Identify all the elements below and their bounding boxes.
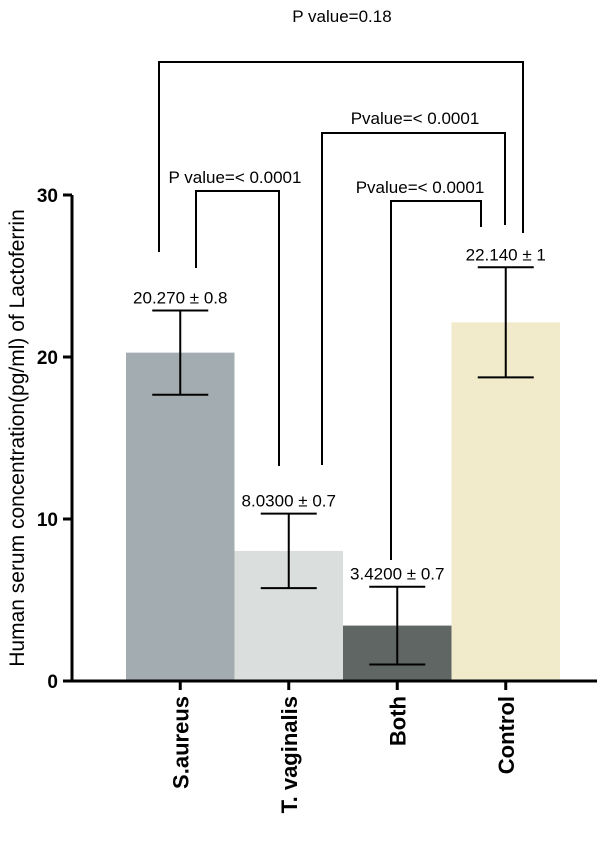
y-tick-label-0: 0: [47, 672, 58, 693]
x-tick-label-s-aureus: S.aureus: [168, 696, 193, 789]
pvalue-tvaginalis-control: Pvalue=< 0.0001: [351, 109, 480, 128]
y-axis-label: Human serum concentration(pg/ml) of Lact…: [6, 209, 29, 667]
bracket-line-tvaginalis-control: [321, 132, 506, 465]
bracket-both-control: Pvalue=< 0.0001: [356, 178, 485, 560]
error-bars-group: [152, 266, 534, 666]
bars-group: [126, 322, 560, 681]
data-label-control: 22.140 ± 1: [466, 245, 546, 264]
bracket-line-both-control: [390, 200, 482, 560]
x-tick-label-t-vaginalis: T. vaginalis: [277, 696, 302, 813]
data-label-both: 3.4200 ± 0.7: [350, 565, 444, 584]
x-tick-label-both: Both: [385, 696, 410, 746]
category-labels-group: S.aureus T. vaginalis Both Control: [168, 696, 519, 813]
bracket-saureus-tvaginalis: P value=< 0.0001: [169, 168, 302, 466]
bar-s-aureus: [126, 352, 235, 681]
bracket-line-saureus-tvaginalis: [195, 190, 280, 466]
bracket-saureus-control: P value=0.18: [158, 7, 524, 252]
x-ticks-group: [178, 681, 508, 690]
x-tick-label-control: Control: [494, 696, 519, 774]
y-axis: 0 10 20 30: [37, 186, 74, 693]
data-labels-group: 20.270 ± 0.8 8.0300 ± 0.7 3.4200 ± 0.7 22.1…: [133, 245, 546, 583]
pvalue-both-control: Pvalue=< 0.0001: [356, 178, 485, 197]
error-bar-control: [477, 266, 534, 379]
error-bar-s-aureus: [152, 309, 209, 396]
data-label-t-vaginalis: 8.0300 ± 0.7: [242, 492, 336, 511]
pvalue-saureus-tvaginalis: P value=< 0.0001: [169, 168, 302, 187]
y-tick-label-20: 20: [37, 348, 58, 369]
bracket-tvaginalis-control: Pvalue=< 0.0001: [321, 109, 506, 465]
pvalue-saureus-control: P value=0.18: [292, 7, 391, 26]
significance-brackets: P value=0.18 Pvalue=< 0.0001 P value=< 0…: [158, 7, 524, 560]
error-bar-both: [369, 585, 426, 666]
bracket-line-saureus-control: [158, 61, 524, 252]
error-bar-t-vaginalis: [260, 512, 317, 590]
bar-control: [451, 322, 560, 681]
y-tick-label-10: 10: [37, 510, 58, 531]
data-label-s-aureus: 20.270 ± 0.8: [133, 289, 227, 308]
y-tick-label-30: 30: [37, 186, 58, 207]
